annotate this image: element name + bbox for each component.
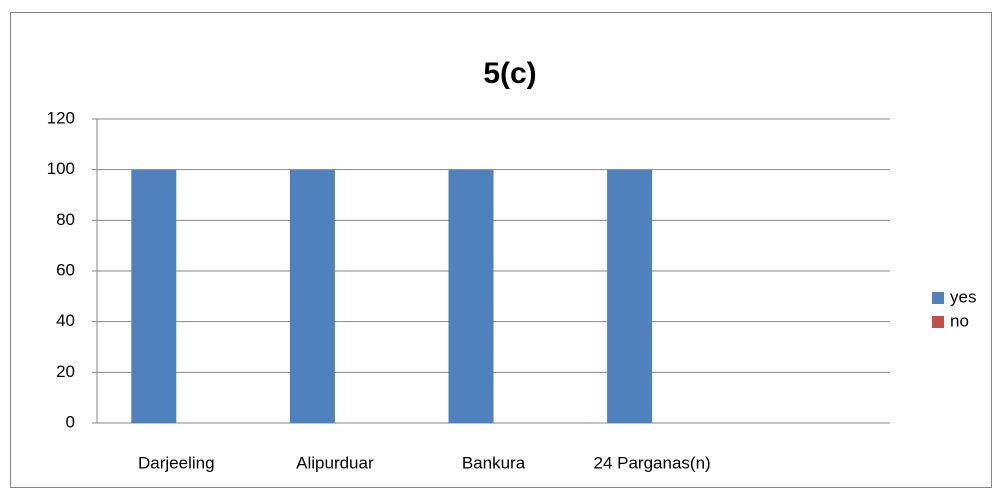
bar [607, 169, 653, 423]
y-tick-label: 100 [47, 159, 75, 178]
bar [289, 169, 335, 423]
x-tick-label: 24 Parganas(n) [594, 453, 711, 472]
legend-label: yes [950, 287, 976, 306]
bar [448, 169, 494, 423]
legend-swatch [932, 316, 944, 328]
y-tick-label: 80 [56, 210, 75, 229]
y-tick-label: 40 [56, 311, 75, 330]
legend-label: no [950, 311, 969, 330]
bar [131, 169, 177, 423]
y-tick-label: 60 [56, 260, 75, 279]
x-tick-label: Alipurduar [296, 453, 374, 472]
legend-swatch [932, 292, 944, 304]
chart-title: 5(c) [483, 57, 536, 90]
y-tick-label: 120 [47, 108, 75, 127]
x-tick-label: Bankura [462, 453, 526, 472]
y-tick-label: 0 [66, 412, 75, 431]
y-tick-label: 20 [56, 362, 75, 381]
x-tick-label: Darjeeling [138, 453, 215, 472]
